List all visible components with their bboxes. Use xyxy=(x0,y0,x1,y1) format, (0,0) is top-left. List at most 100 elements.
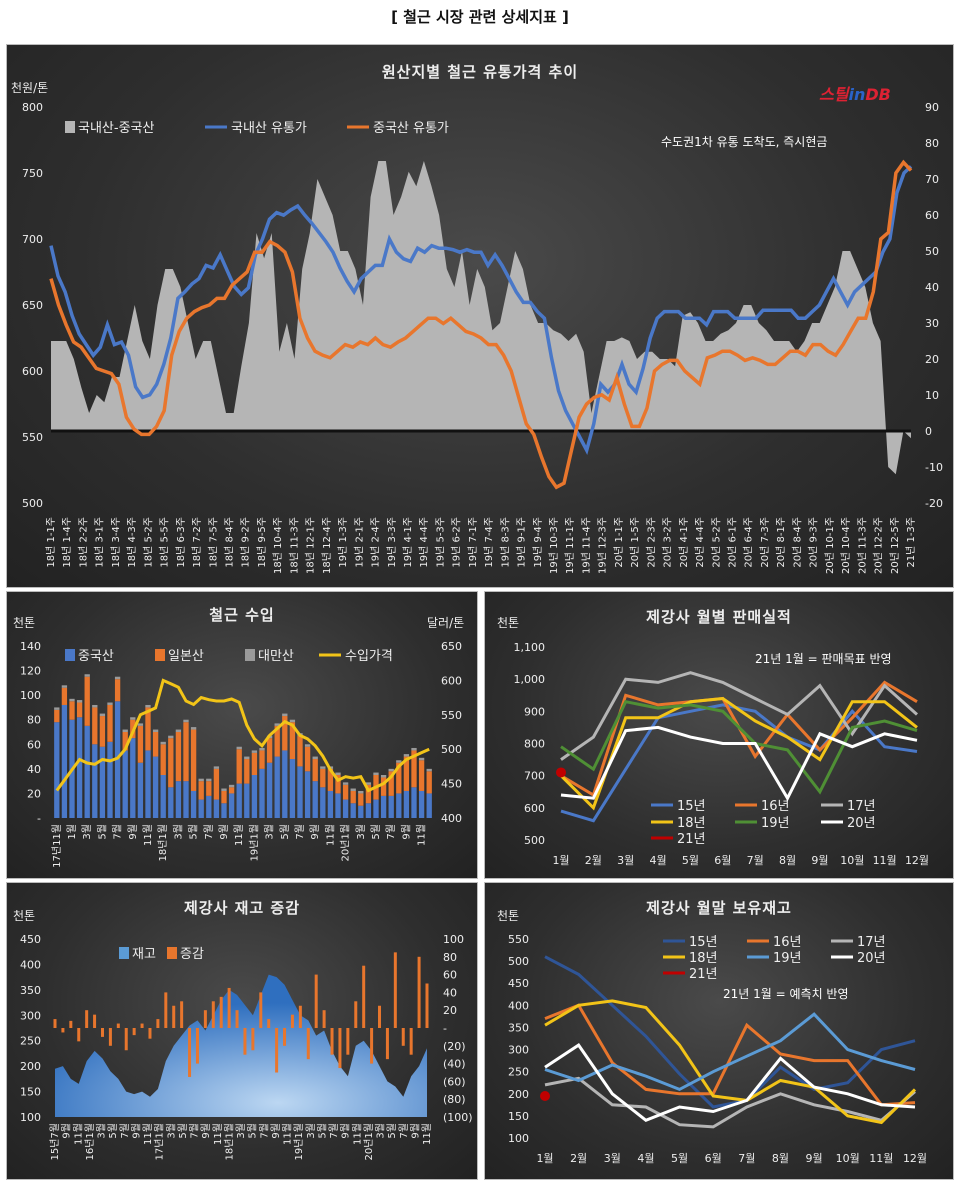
x-tick-label: 20년 4-4주 xyxy=(694,517,706,568)
bar xyxy=(251,752,258,775)
bar xyxy=(380,775,387,778)
bar xyxy=(314,974,318,1028)
bar xyxy=(195,1028,199,1064)
y2-tick-label: 450 xyxy=(441,778,462,791)
x-tick-label: 4월 xyxy=(637,1152,654,1165)
bar xyxy=(342,782,349,785)
x-tick-label: 18년 11-3주 xyxy=(288,517,300,574)
bar xyxy=(380,795,387,818)
legend-label: 19년 xyxy=(773,951,802,966)
x-tick-label: 7월 xyxy=(738,1152,755,1165)
page-title: [ 철근 시장 관련 상세지표 ] xyxy=(391,8,569,26)
bar xyxy=(259,750,265,769)
bar xyxy=(152,756,159,818)
y-tick-label: 300 xyxy=(20,1009,41,1022)
bar xyxy=(160,775,166,818)
y2-tick-label: 10 xyxy=(925,389,939,402)
bar xyxy=(275,1028,279,1073)
legend-label: 대만산 xyxy=(258,649,294,664)
legend-label: 17년 xyxy=(847,799,876,814)
bar xyxy=(403,756,410,791)
x-tick-label: 20년 9-3주 xyxy=(808,517,820,568)
bar xyxy=(198,799,204,818)
x-tick-label: 9월 xyxy=(130,1123,142,1139)
x-tick-label: 9월 xyxy=(811,854,828,867)
bar xyxy=(330,1028,334,1055)
legend-swatch xyxy=(119,947,129,959)
x-tick-label: 20년 6-4주 xyxy=(743,517,755,568)
y-tick-label: 900 xyxy=(524,705,545,718)
x-tick-label: 8월 xyxy=(779,854,796,867)
x-tick-label: 11월 xyxy=(873,854,897,867)
y-tick-label: 20 xyxy=(27,787,41,800)
bar xyxy=(289,759,296,818)
legend-label: 15년 xyxy=(677,799,706,814)
y-tick-label: 100 xyxy=(20,1111,41,1124)
bar xyxy=(156,1019,160,1028)
bar xyxy=(338,1028,342,1069)
bar xyxy=(69,1020,73,1028)
x-tick-label: 7월 xyxy=(258,1123,270,1139)
y2-tick-label: 600 xyxy=(441,674,462,687)
bar xyxy=(251,775,258,818)
bar xyxy=(244,756,250,760)
legend-label: 중국산 xyxy=(78,649,114,664)
bar xyxy=(267,1019,271,1028)
y-tick-label: 200 xyxy=(20,1060,41,1073)
y2-tick-label: (20) xyxy=(443,1040,466,1053)
x-tick-label: 19년 2-4주 xyxy=(370,517,382,568)
x-tick-label: 3월 xyxy=(604,1152,621,1165)
x-tick-label: 19년 12-3주 xyxy=(597,517,609,574)
legend-label: 21년 xyxy=(689,967,718,982)
x-tick-label: 5월 xyxy=(247,1123,259,1139)
legend-label: 수입가격 xyxy=(345,649,393,664)
x-tick-label: 19년 10-3주 xyxy=(548,517,560,574)
chart-title: 철근 수입 xyxy=(209,606,275,624)
x-tick-label: 19년 11-4주 xyxy=(580,517,592,574)
x-tick-label: 3월 xyxy=(355,824,367,840)
chart-title: 원산지별 철근 유통가격 추이 xyxy=(381,63,579,81)
x-tick-label: 18년 7-2주 xyxy=(191,517,203,568)
bar xyxy=(418,790,425,818)
series-line-17년 xyxy=(544,1076,916,1129)
x-tick-label: 20년1월 xyxy=(340,824,352,862)
series-line-china xyxy=(49,159,913,490)
y-tick-label: 500 xyxy=(524,834,545,847)
chart-svg: 100 150 200 250 300 350 400 450 (100) (80) (60) (40… xyxy=(20,933,473,1161)
x-tick-label: 3월 xyxy=(96,1123,108,1139)
x-tick-label: 20년 1-5주 xyxy=(629,517,641,568)
x-tick-label: 18년 12-1주 xyxy=(305,517,317,574)
bar xyxy=(61,687,68,705)
bar xyxy=(148,1028,152,1039)
bar xyxy=(180,1001,184,1028)
x-tick-label: 11월 xyxy=(282,1123,294,1145)
x-tick-label: 20년 11-3주 xyxy=(856,517,868,574)
bar xyxy=(76,717,83,818)
bar xyxy=(322,1010,326,1028)
y2-tick-label: 100 xyxy=(443,933,464,946)
bar xyxy=(107,741,113,818)
x-tick-label: 18년 4-3주 xyxy=(126,517,138,568)
x-tick-label: 19년1월 xyxy=(248,824,260,862)
x-tick-label: 19년 7-1주 xyxy=(467,517,479,568)
x-tick-label: 21년 1-3주 xyxy=(905,517,917,568)
bar xyxy=(190,729,197,791)
bar xyxy=(396,793,402,818)
y2-tick-label: (40) xyxy=(443,1058,466,1071)
x-tick-label: 5월 xyxy=(96,824,108,840)
x-tick-label: 6월 xyxy=(714,854,731,867)
y-tick-label: 1,000 xyxy=(514,673,546,686)
bar xyxy=(168,735,174,739)
x-tick-label: 20년 8-1주 xyxy=(775,517,787,568)
bar xyxy=(320,768,326,788)
x-tick-label: 20년 2-3주 xyxy=(645,517,657,568)
y2-tick-label: (100) xyxy=(443,1111,473,1124)
y-tick-label: 600 xyxy=(524,802,545,815)
x-tick-label: 3월 xyxy=(172,824,184,840)
bar xyxy=(61,1028,65,1033)
legend-label: 국내산 유통가 xyxy=(231,121,307,136)
bar xyxy=(289,719,296,723)
x-tick-label: 11월 xyxy=(72,1123,84,1145)
x-tick-label: 18년 9-2주 xyxy=(240,517,252,568)
y-tick-label: 1,100 xyxy=(514,641,546,654)
